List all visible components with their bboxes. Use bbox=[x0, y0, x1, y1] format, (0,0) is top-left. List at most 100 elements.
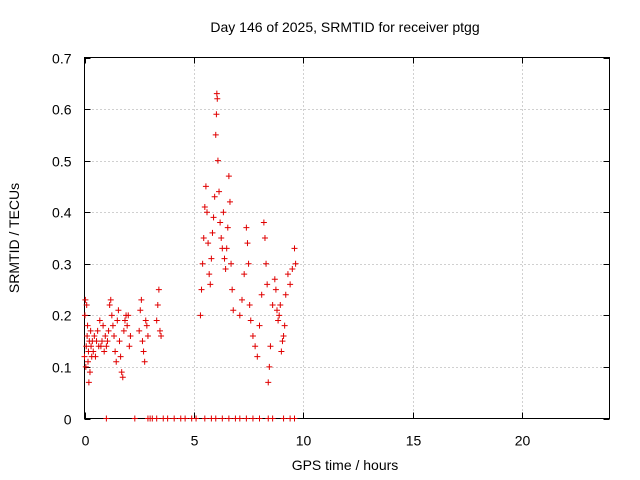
data-point bbox=[291, 245, 298, 252]
y-tick-label: 0.2 bbox=[52, 308, 72, 324]
data-point bbox=[105, 327, 112, 334]
data-point bbox=[101, 348, 108, 355]
data-point bbox=[141, 358, 148, 365]
data-point bbox=[103, 415, 110, 422]
data-point bbox=[82, 363, 89, 370]
data-point bbox=[213, 90, 220, 97]
data-point bbox=[208, 255, 215, 262]
data-point bbox=[275, 317, 282, 324]
data-point bbox=[221, 255, 228, 262]
data-point bbox=[201, 204, 208, 211]
data-point bbox=[212, 131, 219, 138]
data-point bbox=[269, 415, 276, 422]
data-point bbox=[236, 312, 243, 319]
data-point bbox=[119, 374, 126, 381]
data-point bbox=[198, 286, 205, 293]
data-point bbox=[120, 327, 127, 334]
data-series bbox=[81, 90, 299, 422]
data-point bbox=[87, 327, 94, 334]
y-tick-label: 0.4 bbox=[52, 205, 72, 221]
data-point bbox=[113, 358, 120, 365]
data-point bbox=[193, 415, 200, 422]
data-point bbox=[278, 348, 285, 355]
data-point bbox=[207, 281, 214, 288]
data-point bbox=[121, 317, 128, 324]
data-point bbox=[99, 338, 105, 345]
data-point bbox=[144, 332, 151, 339]
y-axis-label: SRMTID / TECUs bbox=[6, 183, 22, 293]
data-point bbox=[116, 338, 123, 345]
data-point bbox=[102, 332, 109, 339]
data-point bbox=[143, 322, 150, 329]
data-point bbox=[249, 415, 256, 422]
data-point bbox=[90, 348, 97, 355]
data-point bbox=[115, 307, 122, 314]
data-point bbox=[96, 317, 103, 324]
data-point bbox=[217, 219, 224, 226]
x-tick-label: 10 bbox=[296, 433, 312, 449]
data-point bbox=[138, 296, 145, 303]
data-point bbox=[223, 245, 230, 252]
y-tick-label: 0.3 bbox=[52, 257, 72, 273]
y-axis: 0 0.1 0.2 0.3 0.4 0.5 0.6 0.7 bbox=[52, 51, 610, 428]
data-point bbox=[214, 157, 221, 164]
data-point bbox=[280, 332, 287, 339]
data-point bbox=[247, 317, 254, 324]
chart-title: Day 146 of 2025, SRMTID for receiver ptg… bbox=[210, 19, 479, 35]
data-point bbox=[220, 209, 227, 216]
data-point bbox=[126, 343, 133, 350]
y-tick-label: 0.6 bbox=[52, 102, 72, 118]
data-point bbox=[224, 224, 231, 231]
data-point bbox=[142, 317, 149, 324]
data-point bbox=[218, 235, 225, 241]
data-point bbox=[92, 353, 99, 360]
data-point bbox=[219, 415, 226, 422]
data-point bbox=[245, 260, 252, 267]
data-point bbox=[289, 265, 296, 272]
x-tick-label: 0 bbox=[82, 433, 90, 449]
data-point bbox=[280, 415, 287, 422]
data-point bbox=[94, 327, 101, 334]
data-point bbox=[276, 312, 283, 319]
data-point bbox=[241, 271, 248, 278]
data-point bbox=[264, 281, 271, 288]
data-point bbox=[97, 343, 104, 350]
grid bbox=[84, 57, 610, 419]
data-point bbox=[260, 219, 267, 226]
data-point bbox=[100, 322, 107, 329]
data-point bbox=[269, 302, 276, 309]
data-point bbox=[265, 379, 272, 386]
data-point bbox=[136, 327, 143, 334]
data-point bbox=[200, 235, 207, 241]
data-point bbox=[205, 240, 212, 247]
data-point bbox=[281, 322, 288, 329]
data-point bbox=[239, 296, 245, 303]
data-point bbox=[236, 415, 243, 422]
data-point bbox=[228, 260, 235, 267]
y-tick-label: 0.7 bbox=[52, 51, 72, 67]
data-point bbox=[271, 276, 278, 283]
x-tick-label: 5 bbox=[191, 433, 199, 449]
data-point bbox=[243, 415, 250, 422]
data-point bbox=[199, 260, 206, 267]
data-point bbox=[84, 332, 91, 339]
data-point bbox=[118, 369, 125, 376]
data-point bbox=[83, 302, 90, 309]
x-axis-label: GPS time / hours bbox=[292, 457, 399, 473]
y-tick-label: 0.5 bbox=[52, 154, 72, 170]
x-tick-label: 15 bbox=[406, 433, 422, 449]
data-point bbox=[282, 291, 289, 298]
data-point bbox=[85, 379, 92, 386]
data-point bbox=[108, 312, 115, 319]
data-point bbox=[229, 286, 236, 293]
data-point bbox=[111, 332, 118, 339]
data-point bbox=[243, 224, 250, 231]
data-point bbox=[226, 198, 233, 205]
data-point bbox=[125, 312, 132, 319]
data-point bbox=[254, 353, 261, 360]
data-point bbox=[256, 322, 263, 329]
data-point bbox=[154, 302, 161, 309]
data-point bbox=[127, 332, 134, 339]
data-point bbox=[244, 240, 251, 247]
